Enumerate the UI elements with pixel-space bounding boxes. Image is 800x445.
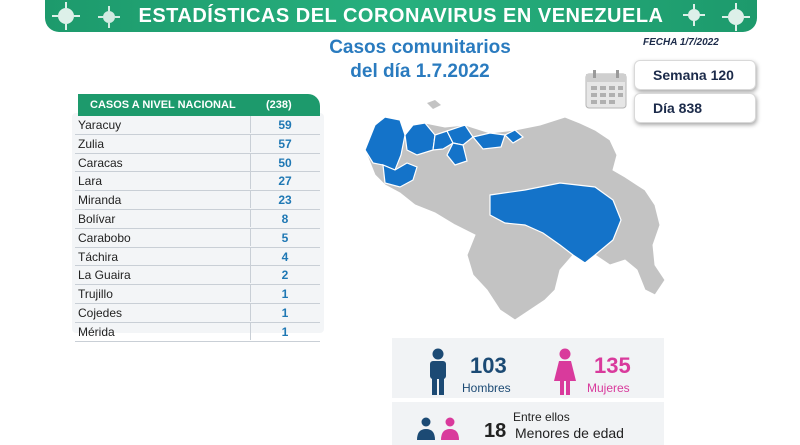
virus-icon [722, 3, 750, 31]
case-count: 4 [281, 249, 289, 264]
date-label: FECHA 1/7/2022 [643, 37, 719, 48]
table-row: Mérida 1 [75, 322, 320, 342]
table-header: CASOS A NIVEL NACIONAL (238) [78, 94, 320, 116]
subtitle-line-1: Casos comunitarios [329, 37, 511, 58]
island-region [427, 100, 441, 109]
case-count: 5 [281, 230, 289, 245]
week-label: Semana 120 [653, 67, 734, 83]
venezuela-map [364, 100, 666, 321]
table-row: Yaracuy 59 [75, 116, 320, 135]
case-count: 50 [278, 155, 292, 170]
state-name: Bolívar [78, 211, 116, 226]
day-badge: Día 838 [634, 93, 756, 123]
table-row: La Guaira 2 [75, 266, 320, 286]
map-state-yaracuy [432, 130, 454, 151]
case-count: 2 [281, 268, 289, 283]
minors-prefix: Entre ellos [513, 410, 570, 424]
state-name: Cojedes [78, 305, 123, 320]
state-name: Lara [78, 174, 103, 189]
map-state-miranda [471, 132, 506, 150]
virus-icon [52, 2, 80, 30]
map-state-zulia [364, 116, 406, 171]
case-count: 57 [278, 136, 292, 151]
table-row: Caracas 50 [75, 153, 320, 173]
table-background [72, 113, 324, 333]
case-count: 59 [278, 118, 292, 132]
state-name: Mérida [78, 324, 115, 339]
day-label: Día 838 [653, 100, 703, 116]
man-icon [430, 348, 446, 395]
women-count: 135 [594, 353, 631, 378]
cases-table: Yaracuy 59 Zulia 57 Caracas 50 Lara 27 Miran… [75, 116, 320, 342]
case-count: 1 [281, 305, 289, 320]
table-row: Cojedes 1 [75, 303, 320, 323]
case-count: 8 [281, 211, 289, 226]
minors-card [392, 402, 664, 445]
state-name: Trujillo [78, 287, 113, 302]
case-count: 1 [281, 287, 289, 302]
table-row: Trujillo 1 [75, 285, 320, 304]
table-row: Zulia 57 [75, 134, 320, 154]
state-name: Zulia [78, 136, 105, 151]
table-row: Miranda 23 [75, 191, 320, 210]
state-name: La Guaira [78, 268, 131, 283]
title-banner: ESTADÍSTICAS DEL CORONAVIRUS EN VENEZUEL… [45, 0, 757, 32]
minors-count: 18 [484, 420, 507, 442]
table-header-label: CASOS A NIVEL NACIONAL [90, 99, 236, 111]
calendar-icon [585, 70, 627, 109]
family-icon [417, 417, 459, 440]
map-state-cojedes [446, 142, 468, 166]
table-row: Táchira 4 [75, 247, 320, 267]
state-name: Carabobo [78, 230, 131, 245]
case-count: 1 [281, 324, 289, 339]
table-header-total: (238) [266, 99, 292, 111]
woman-icon [554, 348, 576, 395]
map-state-carabobo [446, 124, 474, 146]
case-count: 23 [278, 193, 292, 208]
state-name: Miranda [78, 193, 122, 208]
women-label: Mujeres [587, 381, 630, 395]
page-title: ESTADÍSTICAS DEL CORONAVIRUS EN VENEZUEL… [138, 5, 664, 27]
map-state-andes [382, 162, 418, 188]
virus-icon [683, 4, 705, 26]
subtitle-line-2: del día 1.7.2022 [350, 61, 490, 82]
map-state-caracas [503, 129, 525, 144]
virus-icon [98, 6, 120, 28]
table-row: Bolívar 8 [75, 209, 320, 229]
state-name: Yaracuy [78, 118, 122, 132]
minors-label: Menores de edad [515, 425, 624, 441]
week-badge: Semana 120 [634, 60, 756, 90]
men-count: 103 [470, 353, 507, 378]
map-state-bolivar [489, 182, 622, 264]
table-row: Lara 27 [75, 172, 320, 192]
table-row: Carabobo 5 [75, 228, 320, 248]
case-count: 27 [278, 174, 292, 189]
men-label: Hombres [462, 381, 511, 395]
state-name: Caracas [78, 155, 123, 170]
state-name: Táchira [78, 249, 119, 264]
